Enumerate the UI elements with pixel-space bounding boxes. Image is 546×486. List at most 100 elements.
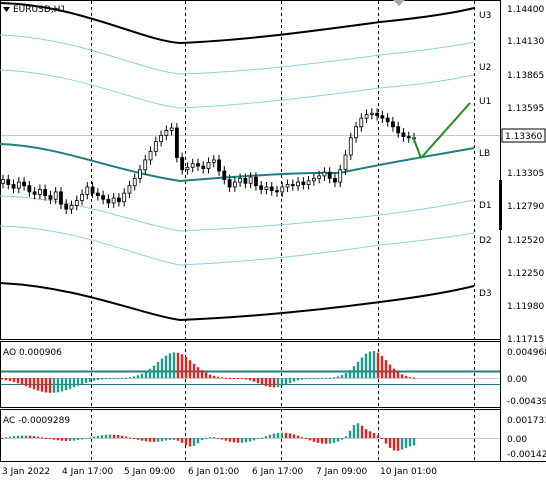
ao-bar	[268, 378, 272, 388]
candle-body	[406, 136, 411, 139]
candle-body	[138, 169, 142, 179]
price-tick: 1.14130	[507, 37, 544, 47]
candle-body	[391, 121, 395, 128]
candle-body	[174, 127, 179, 158]
ao-bar	[16, 378, 20, 384]
ac-bar	[148, 438, 152, 442]
candle-body	[190, 163, 195, 168]
ao-bar	[36, 378, 40, 391]
ac-bar	[108, 434, 112, 438]
dropdown-triangle-icon	[3, 7, 10, 12]
ac-bar	[216, 438, 220, 439]
ao-panel[interactable]	[0, 341, 501, 408]
candle-body	[269, 186, 274, 192]
ac-bar	[68, 438, 72, 441]
ac-bar	[176, 438, 180, 441]
time-tick: 4 Jan 17:00	[62, 467, 114, 477]
ao-bar	[304, 378, 308, 379]
ao-bar	[336, 376, 340, 378]
ac-bar	[376, 435, 380, 438]
ac-bar	[172, 438, 176, 440]
candle-body	[264, 186, 269, 190]
ao-bar	[280, 378, 284, 387]
time-tick: 3 Jan 2022	[2, 467, 50, 477]
ao-tick: 0.00	[507, 375, 527, 385]
ac-bar	[200, 438, 204, 441]
ao-bar	[276, 378, 280, 388]
candle-body	[74, 200, 79, 206]
candle-body	[201, 165, 206, 169]
ao-bar	[300, 378, 304, 380]
ao-bar	[288, 378, 292, 384]
band-d3	[0, 282, 475, 322]
ao-bar	[76, 378, 80, 386]
candle-body	[90, 186, 95, 194]
chart-title: EURUSD,H1	[3, 5, 66, 15]
ao-bar	[376, 352, 380, 378]
ao-bar	[244, 378, 248, 380]
time-tick: 6 Jan 17:00	[252, 467, 304, 477]
ac-bar	[256, 438, 260, 440]
ao-bar	[220, 377, 224, 379]
ac-bar	[152, 438, 156, 442]
candle-body	[127, 185, 132, 194]
candle-body	[243, 177, 248, 184]
ao-bar	[212, 375, 216, 378]
price-tick: 1.11715	[507, 335, 544, 345]
ac-bar	[232, 438, 236, 443]
candle-body	[311, 177, 316, 182]
ao-bar	[60, 378, 64, 392]
candle-body	[22, 181, 26, 187]
ac-bar	[104, 434, 108, 438]
ac-bar	[8, 436, 12, 438]
candle-body	[117, 197, 121, 203]
candle-body	[43, 189, 48, 196]
ao-bar	[56, 378, 60, 393]
price-tick: 1.12790	[507, 202, 544, 212]
current-price-value: 1.13360	[505, 132, 542, 142]
ac-bar	[400, 438, 404, 450]
ao-bar	[384, 360, 388, 378]
ao-bar	[68, 378, 72, 389]
ao-bar	[188, 360, 192, 378]
one-click-trading-icon[interactable]	[393, 0, 405, 6]
ac-bar	[260, 437, 264, 439]
main-panel[interactable]	[0, 0, 501, 340]
ac-bar	[96, 435, 100, 438]
candle-body	[317, 175, 322, 179]
ao-bar	[136, 375, 140, 378]
candle-body	[338, 169, 343, 183]
current-price-badge: 1.13360	[501, 128, 546, 143]
candle-body	[1, 179, 5, 184]
ac-panel[interactable]	[0, 409, 501, 462]
candle-body	[238, 177, 243, 183]
candle-body	[53, 191, 58, 200]
ac-bar	[396, 438, 400, 451]
price-axis: 1.14400 1.14130 1.13865 1.13595 1.13305 …	[507, 5, 544, 345]
ao-bar	[112, 378, 116, 379]
ac-bar	[340, 438, 344, 440]
price-tick: 1.12520	[507, 236, 544, 246]
candle-body	[80, 193, 84, 201]
ac-bar	[184, 438, 188, 446]
candle-body	[280, 186, 285, 193]
ac-bar	[124, 436, 128, 438]
candle-body	[333, 177, 337, 183]
time-tick: 7 Jan 09:00	[316, 467, 368, 477]
price-tick: 1.14400	[507, 5, 544, 15]
ac-bar	[228, 438, 232, 442]
ac-bar	[344, 436, 348, 438]
ac-bar	[156, 438, 160, 442]
candle-body	[227, 179, 232, 188]
ao-bar	[152, 365, 156, 378]
band-label-d3: D3	[479, 289, 492, 299]
ac-bar	[404, 438, 408, 448]
candle-body	[306, 180, 311, 185]
ao-bar	[252, 378, 256, 382]
ao-bar	[52, 378, 56, 393]
ac-bar	[304, 438, 308, 439]
ac-bar	[220, 438, 224, 440]
ao-bar	[208, 374, 212, 378]
